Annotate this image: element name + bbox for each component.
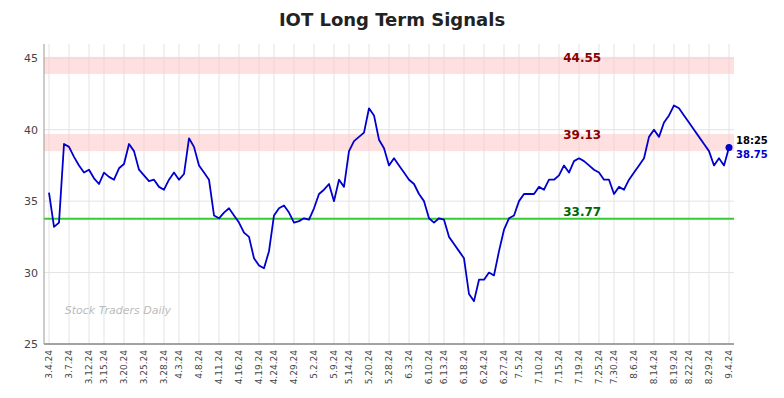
grid — [44, 44, 734, 344]
y-tick-label: 25 — [24, 338, 38, 351]
grid-line-x — [464, 44, 465, 344]
end-point — [726, 144, 733, 151]
grid-line-x — [334, 44, 335, 344]
reference-line — [44, 218, 734, 220]
x-tick-label: 5.20.24 — [364, 350, 374, 385]
grid-line-x — [484, 44, 485, 344]
x-tick-label: 4.3.24 — [174, 350, 184, 379]
grid-line-x — [689, 44, 690, 344]
x-tick-label: 4.19.24 — [254, 350, 264, 385]
band — [44, 57, 734, 74]
x-axis — [44, 344, 734, 345]
watermark: Stock Traders Daily — [65, 304, 172, 317]
x-tick-label: 3.25.24 — [139, 350, 149, 385]
level-label: 39.13 — [563, 128, 601, 142]
band — [44, 134, 734, 151]
level-label: 44.55 — [563, 51, 601, 65]
x-tick-label: 7.5.24 — [514, 350, 524, 379]
title: IOT Long Term Signals — [279, 9, 505, 30]
x-tick-label: 3.7.24 — [64, 350, 74, 379]
grid-line-x — [539, 44, 540, 344]
x-tick-label: 7.25.24 — [594, 350, 604, 385]
x-tick-label: 4.29.24 — [289, 350, 299, 385]
y-tick-label: 45 — [24, 52, 38, 65]
grid-line-y — [44, 344, 734, 345]
grid-line-x — [89, 44, 90, 344]
x-tick-label: 4.11.24 — [214, 350, 224, 385]
x-tick-label: 5.14.24 — [344, 350, 354, 385]
price-line — [49, 105, 729, 301]
grid-line-x — [124, 44, 125, 344]
grid-line-x — [409, 44, 410, 344]
grid-line-x — [634, 44, 635, 344]
x-tick-label: 6.13.24 — [439, 350, 449, 385]
grid-line-x — [219, 44, 220, 344]
x-tick-label: 6.18.24 — [459, 350, 469, 385]
x-tick-label: 8.19.24 — [669, 350, 679, 385]
grid-line-x — [199, 44, 200, 344]
x-tick-label: 3.28.24 — [159, 350, 169, 385]
grid-line-x — [314, 44, 315, 344]
grid-line-x — [444, 44, 445, 344]
grid-line-x — [674, 44, 675, 344]
x-tick-label: 5.9.24 — [329, 350, 339, 379]
grid-line-x — [654, 44, 655, 344]
grid-line-x — [504, 44, 505, 344]
x-tick-label: 7.30.24 — [609, 350, 619, 385]
x-tick-label: 4.16.24 — [234, 350, 244, 385]
grid-line-x — [294, 44, 295, 344]
plot-area — [44, 57, 734, 301]
grid-line-x — [579, 44, 580, 344]
x-tick-label: 7.15.24 — [554, 350, 564, 385]
grid-line-x — [104, 44, 105, 344]
x-tick-label: 6.27.24 — [499, 350, 509, 385]
x-tick-label: 4.24.24 — [269, 350, 279, 385]
grid-line-x — [389, 44, 390, 344]
grid-line-x — [179, 44, 180, 344]
x-tick-label: 8.22.24 — [684, 350, 694, 385]
x-tick-label: 3.4.24 — [44, 350, 54, 379]
x-tick-label: 8.14.24 — [649, 350, 659, 385]
y-axis — [44, 44, 45, 344]
level-label: 33.77 — [563, 205, 601, 219]
grid-line-x — [369, 44, 370, 344]
x-tick-label: 6.24.24 — [479, 350, 489, 385]
grid-line-x — [349, 44, 350, 344]
grid-line-x — [274, 44, 275, 344]
y-tick-label: 30 — [24, 267, 38, 280]
x-tick-label: 7.10.24 — [534, 350, 544, 385]
x-tick-label: 3.20.24 — [119, 350, 129, 385]
end-label: 38.75 — [736, 149, 768, 160]
x-tick-label: 8.29.24 — [704, 350, 714, 385]
x-tick-label: 9.4.24 — [724, 350, 734, 379]
y-tick-label: 40 — [24, 124, 38, 137]
grid-line-x — [69, 44, 70, 344]
chart: 25 30 35 40 45 3.4.24 3.7.24 3.12.24 3.15.24 3.20… — [0, 0, 784, 398]
grid-line-x — [429, 44, 430, 344]
grid-line-x — [164, 44, 165, 344]
y-tick-label: 35 — [24, 195, 38, 208]
x-tick-label: 5.2.24 — [309, 350, 319, 379]
x-tick-label: 6.3.24 — [404, 350, 414, 379]
grid-line-x — [559, 44, 560, 344]
x-tick-label: 6.10.24 — [424, 350, 434, 385]
grid-line-x — [144, 44, 145, 344]
grid-line-x — [519, 44, 520, 344]
grid-line-x — [729, 44, 730, 344]
grid-line-x — [259, 44, 260, 344]
grid-line-x — [239, 44, 240, 344]
grid-line-x — [709, 44, 710, 344]
x-tick-label: 8.6.24 — [629, 350, 639, 379]
end-label: 18:25 — [736, 135, 768, 146]
x-tick-label: 7.19.24 — [574, 350, 584, 385]
x-tick-label: 3.15.24 — [99, 350, 109, 385]
grid-line-x — [599, 44, 600, 344]
x-tick-label: 4.8.24 — [194, 350, 204, 379]
x-tick-label: 3.12.24 — [84, 350, 94, 385]
x-tick-label: 5.28.24 — [384, 350, 394, 385]
